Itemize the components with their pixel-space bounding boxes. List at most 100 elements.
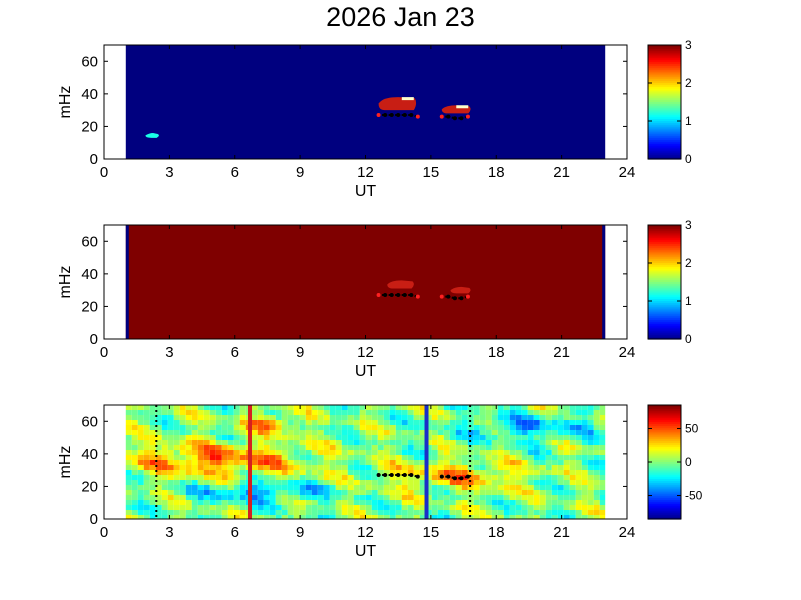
- colorbar-tick-label: 2: [685, 256, 692, 270]
- marker-trace: [376, 113, 470, 121]
- x-axis-label: UT: [355, 183, 377, 200]
- y-tick-label: 40: [81, 266, 98, 283]
- x-tick-label: 18: [488, 524, 505, 541]
- figure-title: 2026 Jan 23: [326, 2, 475, 32]
- heatmap-cells: [125, 405, 606, 519]
- marker-point: [415, 474, 420, 479]
- colorbar-tick-label: 2: [685, 76, 692, 90]
- x-tick-label: 24: [619, 524, 636, 541]
- x-tick-label: 9: [296, 164, 304, 181]
- x-tick-label: 12: [357, 164, 374, 181]
- x-tick-label: 18: [488, 344, 505, 361]
- marker-point: [409, 293, 414, 298]
- feature-blob-b: [450, 286, 471, 294]
- x-tick-label: 9: [296, 344, 304, 361]
- x-tick-label: 21: [553, 524, 570, 541]
- feature-blob-a: [378, 97, 417, 111]
- colorbar-tick-label: 0: [685, 332, 692, 346]
- marker-point: [376, 113, 381, 118]
- y-tick-label: 60: [81, 413, 98, 430]
- colorbar-tick-label: 3: [685, 218, 692, 232]
- y-tick-label: 0: [90, 331, 98, 348]
- marker-point: [376, 293, 381, 298]
- colorbar-tick-label: 1: [685, 294, 692, 308]
- feature-blip: [145, 132, 159, 138]
- colorbar-tick-label: 0: [685, 455, 692, 469]
- marker-point: [402, 293, 407, 298]
- feature-highlight: [456, 105, 469, 109]
- marker-point: [383, 113, 388, 118]
- y-tick-label: 0: [90, 511, 98, 528]
- marker-point: [452, 296, 457, 301]
- feature-highlight: [401, 97, 414, 101]
- marker-point: [389, 293, 394, 298]
- colorbar: 0 1 2 3: [647, 38, 692, 166]
- x-tick-label: 3: [165, 164, 173, 181]
- marker-point: [409, 113, 414, 118]
- marker-point: [439, 294, 444, 299]
- x-tick-label: 6: [231, 524, 239, 541]
- x-tick-label: 15: [423, 164, 440, 181]
- x-tick-label: 6: [231, 344, 239, 361]
- y-axis-label: mHz: [57, 86, 74, 119]
- marker-point: [459, 296, 464, 301]
- marker-point: [452, 116, 457, 121]
- marker-point: [446, 114, 451, 119]
- x-axis-label: UT: [355, 363, 377, 380]
- x-tick-label: 3: [165, 344, 173, 361]
- x-tick-label: 0: [100, 524, 108, 541]
- x-tick-label: 18: [488, 164, 505, 181]
- marker-trace: [376, 293, 470, 301]
- marker-point: [459, 116, 464, 121]
- y-tick-label: 0: [90, 151, 98, 168]
- y-tick-label: 60: [81, 53, 98, 70]
- colorbar: 0 1 2 3: [647, 218, 692, 346]
- marker-point: [396, 293, 401, 298]
- edge-strip-left: [125, 225, 129, 339]
- marker-point: [383, 473, 388, 478]
- x-tick-label: 12: [357, 524, 374, 541]
- marker-trace: [376, 473, 470, 481]
- y-axis-label: mHz: [57, 446, 74, 479]
- marker-point: [415, 114, 420, 119]
- x-tick-label: 15: [423, 524, 440, 541]
- y-tick-label: 20: [81, 478, 98, 495]
- x-tick-label: 21: [553, 344, 570, 361]
- marker-point: [409, 473, 414, 478]
- marker-point: [402, 473, 407, 478]
- marker-point: [402, 113, 407, 118]
- marker-point: [459, 476, 464, 481]
- marker-point: [452, 476, 457, 481]
- marker-point: [389, 473, 394, 478]
- colorbar-frame: [647, 224, 682, 340]
- colorbar-frame: [647, 44, 682, 160]
- x-tick-label: 0: [100, 344, 108, 361]
- x-tick-label: 21: [553, 164, 570, 181]
- x-tick-label: 9: [296, 524, 304, 541]
- marker-point: [439, 474, 444, 479]
- y-tick-label: 20: [81, 298, 98, 315]
- heatmap-background: [125, 45, 606, 159]
- marker-point: [396, 473, 401, 478]
- marker-point: [465, 114, 470, 119]
- colorbar-tick-label: 0: [685, 152, 692, 166]
- panel-bottom: 0 3 6 9 12 15 18 21 24 UT 0 20 40 60 mHz -50 0 50: [57, 404, 703, 560]
- x-tick-label: 6: [231, 164, 239, 181]
- x-axis-label: UT: [355, 543, 377, 560]
- y-axis-label: mHz: [57, 266, 74, 299]
- colorbar-tick-label: 3: [685, 38, 692, 52]
- marker-point: [383, 293, 388, 298]
- x-tick-label: 15: [423, 344, 440, 361]
- marker-point: [439, 114, 444, 119]
- x-tick-label: 3: [165, 524, 173, 541]
- heatmap-background: [125, 225, 606, 339]
- colorbar-tick-label: 50: [685, 421, 699, 435]
- feature-blob-a: [387, 280, 414, 289]
- marker-point: [415, 294, 420, 299]
- x-tick-label: 12: [357, 344, 374, 361]
- y-tick-label: 60: [81, 233, 98, 250]
